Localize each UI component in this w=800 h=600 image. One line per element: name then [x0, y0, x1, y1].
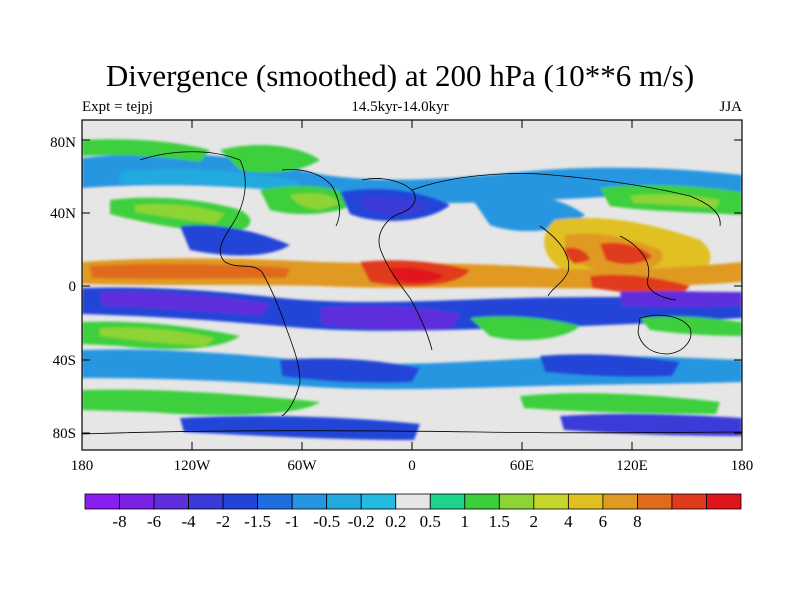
plot-title: Divergence (smoothed) at 200 hPa (10**6 … [105, 58, 695, 93]
lon-label-180e: 180 [730, 458, 754, 474]
colorbar-swatch [602, 493, 638, 510]
lat-label-80s: 80S [52, 426, 76, 442]
lon-label-60e: 60E [509, 458, 535, 474]
lat-label-40n: 40N [50, 206, 76, 222]
colorbar-level-label: -8 [112, 512, 127, 531]
colorbar-level-label: 4 [564, 512, 573, 531]
colorbar-level-label: 2 [529, 512, 539, 531]
colorbar-swatch [533, 493, 569, 510]
colorbar-swatch [395, 493, 431, 510]
colorbar-swatch [464, 493, 500, 510]
period-label: 14.5kyr-14.0kyr [351, 99, 449, 115]
colorbar-swatch [637, 493, 673, 510]
colorbar-level-label: 0.2 [385, 512, 407, 531]
colorbar-swatch [119, 493, 155, 510]
colorbar-swatch [429, 493, 466, 510]
colorbar-level-label: 8 [633, 512, 642, 531]
colorbar-swatch [188, 493, 224, 510]
lat-label-40s: 40S [52, 353, 76, 369]
lat-label-80n: 80N [50, 135, 76, 151]
colorbar-level-label: -1 [285, 512, 300, 531]
colorbar-level-label: -0.2 [347, 512, 375, 531]
lat-label-0: 0 [68, 279, 77, 295]
lon-label-0: 0 [408, 458, 416, 474]
colorbar-swatch [326, 493, 362, 510]
colorbar-level-label: 0.5 [419, 512, 441, 531]
colorbar-level-label: 1 [460, 512, 470, 531]
coastlines [82, 151, 742, 435]
colorbar-level-label: -6 [147, 512, 162, 531]
colorbar-swatch [257, 493, 293, 510]
colorbar-swatch [567, 493, 604, 510]
colorbar-level-label: -1.5 [244, 512, 272, 531]
colorbar-swatch [671, 493, 707, 510]
colorbar-swatch [706, 493, 742, 510]
colorbar-swatch [498, 493, 535, 510]
colorbar-level-label: -2 [216, 512, 231, 531]
lon-label-120e: 120E [616, 458, 648, 474]
axis-ticks [82, 120, 742, 450]
colorbar-level-label: -0.5 [313, 512, 341, 531]
colorbar-level-label: -4 [181, 512, 196, 531]
divergence-field [82, 120, 742, 450]
colorbar-swatch [291, 493, 328, 510]
lon-label-120w: 120W [173, 458, 211, 474]
lon-label-180w: 180 [70, 458, 94, 474]
colorbar [84, 493, 742, 510]
colorbar-swatch [153, 493, 189, 510]
colorbar-swatch [360, 493, 397, 510]
experiment-label: Expt = tejpj [82, 99, 153, 115]
colorbar-swatch [84, 493, 120, 510]
colorbar-level-label: 1.5 [488, 512, 510, 531]
colorbar-level-label: 6 [598, 512, 608, 531]
season-label: JJA [719, 99, 742, 115]
lon-label-60w: 60W [287, 458, 317, 474]
colorbar-swatch [222, 493, 259, 510]
